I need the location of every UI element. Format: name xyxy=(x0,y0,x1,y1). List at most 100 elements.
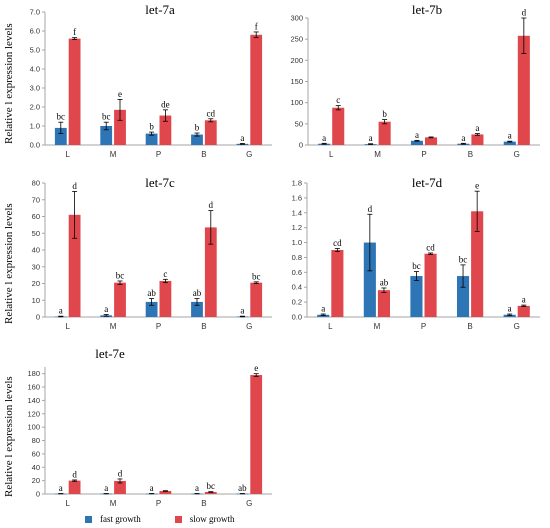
x-tick-label: L xyxy=(329,150,334,159)
bar-slow-M xyxy=(114,480,126,494)
chart-let-7d: let-7d 0.0 0.2 0.4 0.6 0.8 1.0 1.2 1.4 1.6 1.8 La cd… xyxy=(292,175,540,331)
significance-label: ab xyxy=(193,288,202,298)
bar-slow-M xyxy=(114,109,126,145)
y-tick-label: 30 xyxy=(32,262,40,271)
x-tick-label: M xyxy=(374,150,381,159)
bar-slow-G xyxy=(517,35,530,145)
chart-let-7a: let-7a 0.0 1.0 2.0 3.0 4.0 5.0 6.0 7.0 Lbc f Mbc e Pb… xyxy=(30,2,272,159)
legend-item-fast: fast growth xyxy=(85,514,141,524)
x-tick-label: M xyxy=(110,150,117,159)
bar-slow-L xyxy=(68,214,81,317)
significance-label: a xyxy=(240,133,244,143)
significance-label: c xyxy=(163,269,167,279)
y-tick-label: 0.8 xyxy=(292,253,302,262)
significance-label: a xyxy=(321,304,325,314)
x-tick-label: L xyxy=(328,322,333,331)
y-tick-label: 7.0 xyxy=(30,8,40,17)
x-tick-label: G xyxy=(246,322,252,331)
chart-title: let-7c xyxy=(145,175,175,190)
significance-label: bc xyxy=(116,270,125,280)
significance-label: a xyxy=(369,133,373,143)
y-tick-label: 1.6 xyxy=(292,193,302,202)
legend-swatch-fast xyxy=(85,515,92,523)
x-tick-label: B xyxy=(467,322,472,331)
y-tick-label: 60 xyxy=(32,212,40,221)
bar-fast-P xyxy=(410,140,423,145)
bar-slow-G xyxy=(250,282,263,317)
y-tick-label: 20 xyxy=(32,279,40,288)
x-tick-label: L xyxy=(65,322,70,331)
y-tick-label: 40 xyxy=(32,463,40,472)
significance-label: e xyxy=(475,181,479,191)
y-tick-label: 70 xyxy=(32,195,40,204)
significance-label: bc xyxy=(252,271,261,281)
y-tick-label: 1.8 xyxy=(292,179,302,188)
y-tick-label: 0.0 xyxy=(292,313,302,322)
y-tick-label: 6.0 xyxy=(30,27,40,36)
bar-slow-P xyxy=(159,490,172,494)
y-tick-label: 250 xyxy=(290,35,303,44)
y-tick-label: 150 xyxy=(290,77,303,86)
y-tick-label: 1.2 xyxy=(292,223,302,232)
bar-slow-P xyxy=(159,280,172,317)
y-tick-label: 0.0 xyxy=(30,141,40,150)
y-tick-label: 10 xyxy=(32,296,40,305)
y-tick-label: 100 xyxy=(27,423,40,432)
y-tick-label: 50 xyxy=(32,229,40,238)
bar-fast-L xyxy=(54,127,67,145)
y-tick-label: 100 xyxy=(290,98,303,107)
y-tick-label: 80 xyxy=(32,436,40,445)
bar-fast-B xyxy=(456,276,470,317)
x-tick-label: B xyxy=(201,499,206,508)
significance-label: c xyxy=(336,95,340,105)
significance-label: f xyxy=(255,21,258,31)
bar-slow-L xyxy=(68,38,81,145)
significance-label: a xyxy=(508,131,512,141)
y-tick-label: 0 xyxy=(36,313,40,322)
y-tick-label: 1.4 xyxy=(292,208,302,217)
significance-label: b xyxy=(382,109,387,119)
significance-label: d xyxy=(522,8,527,18)
chart-title: let-7b xyxy=(412,2,442,17)
y-axis-label-top: Relative l expression levels xyxy=(3,23,15,144)
significance-label: a xyxy=(150,483,154,493)
significance-label: bc xyxy=(207,481,216,491)
significance-label: bc xyxy=(102,112,111,122)
y-tick-label: 2.0 xyxy=(30,103,40,112)
legend: fast growth slow growth xyxy=(85,512,269,526)
y-tick-label: 1.0 xyxy=(292,238,302,247)
y-axis-label-middle: Relative l expression levels xyxy=(3,203,15,324)
y-tick-label: 0.4 xyxy=(292,283,302,292)
x-tick-label: G xyxy=(246,499,252,508)
legend-label-fast: fast growth xyxy=(100,514,141,524)
significance-label: d xyxy=(72,181,77,191)
y-tick-label: 80 xyxy=(32,179,40,188)
significance-label: a xyxy=(522,295,526,305)
significance-label: d xyxy=(72,469,77,479)
significance-label: ab xyxy=(147,288,156,298)
y-tick-label: 0 xyxy=(299,141,303,150)
bar-slow-L xyxy=(331,250,344,317)
chart-let-7c: let-7c01020304050607080LadMabcPabcBabdGa… xyxy=(32,175,272,331)
y-tick-label: 160 xyxy=(27,383,40,392)
y-tick-label: 5.0 xyxy=(30,46,40,55)
bar-slow-M xyxy=(114,282,126,317)
significance-label: a xyxy=(240,306,244,316)
bar-slow-M xyxy=(378,121,391,145)
legend-swatch-slow xyxy=(174,515,182,523)
bar-slow-P xyxy=(424,253,437,317)
y-tick-label: 60 xyxy=(32,449,40,458)
x-tick-label: P xyxy=(156,322,161,331)
significance-label: d xyxy=(209,200,214,210)
chart-title: let-7a xyxy=(145,2,175,17)
significance-label: a xyxy=(415,130,419,140)
x-tick-label: G xyxy=(246,150,252,159)
x-tick-label: P xyxy=(156,499,161,508)
chart-title: let-7d xyxy=(412,175,443,190)
significance-label: bc xyxy=(459,254,468,264)
significance-label: b xyxy=(149,122,154,132)
y-tick-label: 20 xyxy=(32,476,40,485)
significance-label: ab xyxy=(380,277,389,287)
x-tick-label: P xyxy=(421,322,426,331)
chart-let-7e: let-7e020406080100120140160180LadMadPaBa… xyxy=(27,346,272,508)
